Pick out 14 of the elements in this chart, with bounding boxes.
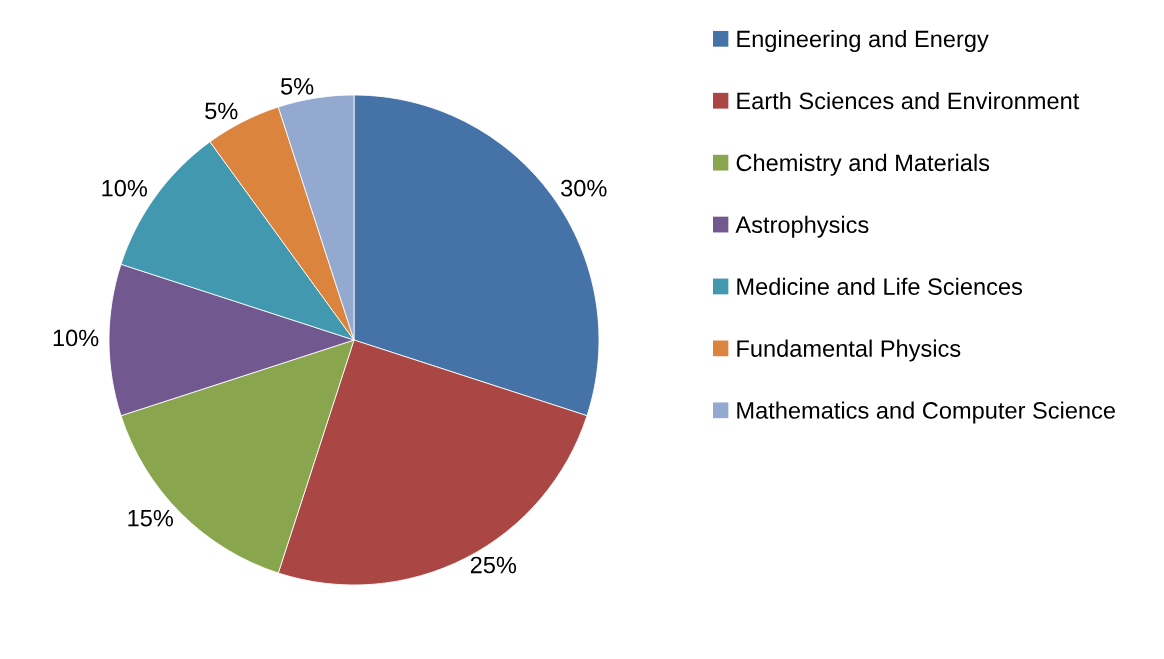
legend-label: Engineering and Energy [737, 30, 989, 53]
data-label: 25% [470, 556, 517, 574]
data-label: 5% [280, 78, 314, 95]
data-label: 30% [561, 179, 607, 197]
data-label: 5% [205, 102, 238, 120]
legend-label: Earth Sciences and Environment [737, 91, 1080, 110]
data-label: 15% [128, 509, 173, 527]
legend-label: Mathematics and Computer Science [737, 401, 1115, 424]
data-label: 10% [53, 329, 99, 347]
legend-label: Fundamental Physics [737, 339, 961, 362]
legend-label: Medicine and Life Sciences [737, 277, 1023, 295]
legend-label: Astrophysics [735, 215, 869, 238]
data-label: 10% [102, 179, 148, 197]
legend-label: Chemistry and Materials [736, 153, 990, 176]
